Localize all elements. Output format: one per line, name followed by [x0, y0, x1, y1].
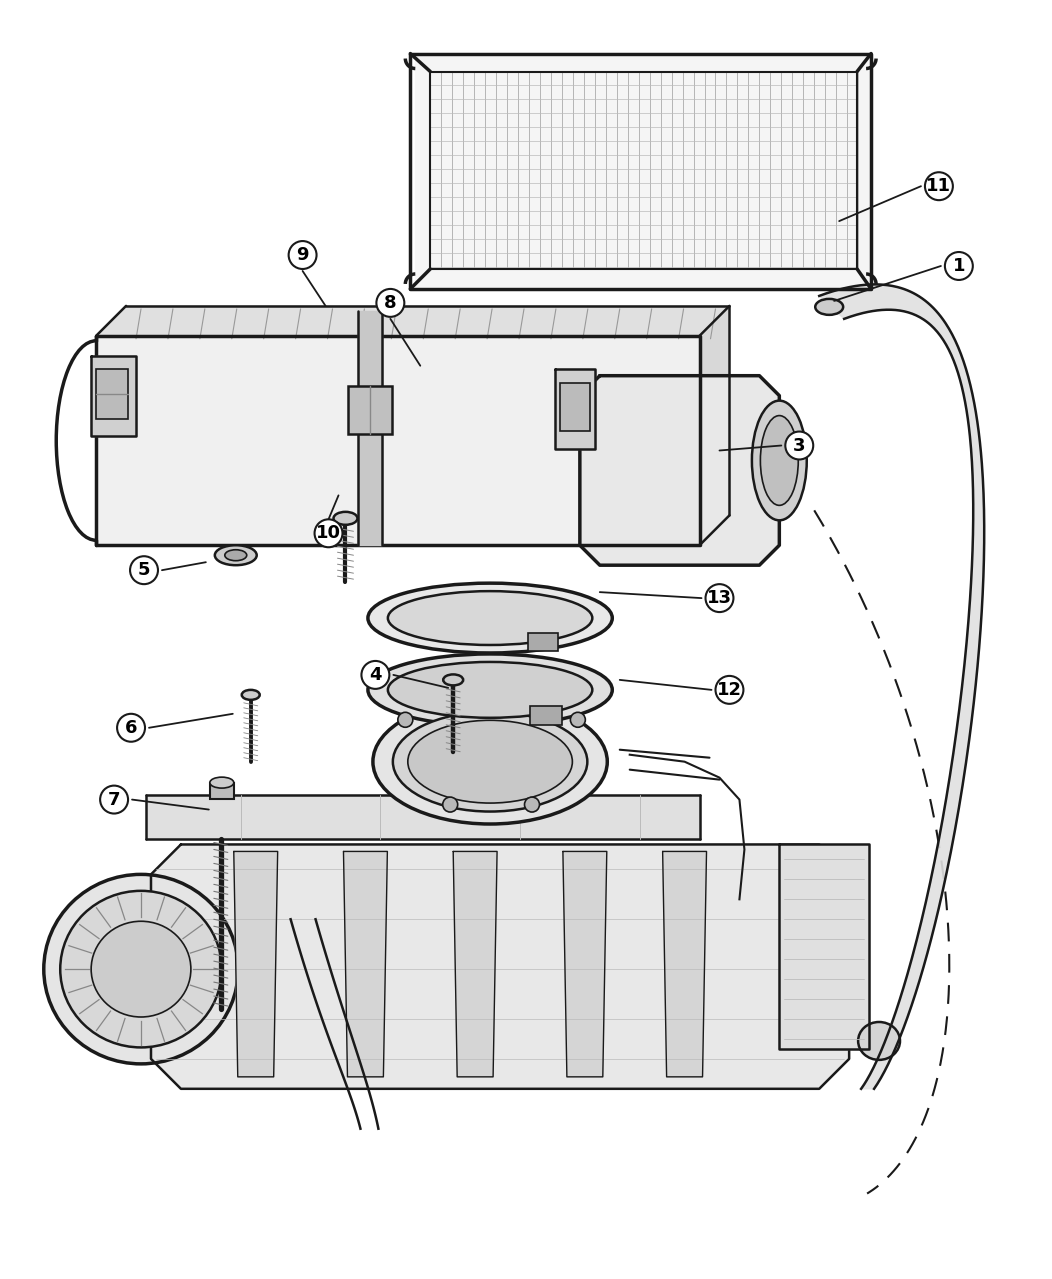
Ellipse shape: [44, 875, 238, 1064]
Text: 11: 11: [927, 178, 951, 196]
Ellipse shape: [815, 299, 843, 315]
Polygon shape: [580, 376, 780, 565]
Ellipse shape: [60, 891, 222, 1048]
Ellipse shape: [570, 712, 585, 728]
Polygon shape: [344, 852, 387, 1077]
Text: 6: 6: [125, 719, 138, 737]
Bar: [96, 368, 128, 418]
Ellipse shape: [752, 400, 807, 521]
Ellipse shape: [372, 700, 607, 824]
Text: 13: 13: [707, 590, 732, 608]
Text: 4: 4: [369, 666, 382, 684]
Circle shape: [100, 785, 128, 813]
Polygon shape: [234, 852, 278, 1077]
Bar: [209, 783, 234, 798]
Ellipse shape: [368, 654, 612, 725]
Polygon shape: [359, 311, 382, 545]
Ellipse shape: [443, 674, 463, 686]
Ellipse shape: [525, 797, 540, 812]
Polygon shape: [820, 284, 985, 1088]
Ellipse shape: [209, 778, 234, 788]
Circle shape: [362, 661, 389, 689]
Ellipse shape: [242, 689, 260, 700]
Ellipse shape: [92, 921, 190, 1017]
Polygon shape: [663, 852, 707, 1077]
Bar: [560, 382, 590, 431]
Polygon shape: [146, 794, 700, 839]
Circle shape: [117, 714, 145, 742]
Polygon shape: [96, 306, 729, 336]
Text: 1: 1: [953, 257, 965, 275]
Polygon shape: [563, 852, 607, 1077]
Polygon shape: [700, 306, 729, 545]
Bar: [348, 386, 392, 434]
Circle shape: [377, 289, 404, 317]
Polygon shape: [96, 336, 700, 545]
Ellipse shape: [225, 550, 247, 560]
Ellipse shape: [398, 712, 412, 728]
Polygon shape: [92, 356, 136, 436]
Polygon shape: [453, 852, 498, 1077]
Bar: [530, 706, 562, 725]
Polygon shape: [416, 56, 869, 286]
Text: 9: 9: [297, 246, 309, 263]
Circle shape: [706, 585, 733, 613]
Circle shape: [715, 675, 744, 703]
Text: 12: 12: [717, 680, 742, 698]
Ellipse shape: [761, 416, 798, 505]
Circle shape: [315, 519, 343, 547]
Text: 7: 7: [108, 790, 120, 808]
Polygon shape: [151, 844, 849, 1088]
Ellipse shape: [333, 512, 358, 524]
Ellipse shape: [858, 1022, 901, 1060]
Ellipse shape: [388, 591, 592, 645]
Text: 10: 10: [316, 524, 341, 542]
Circle shape: [288, 240, 317, 269]
Text: 8: 8: [384, 294, 397, 312]
Ellipse shape: [368, 583, 612, 654]
Circle shape: [785, 431, 813, 459]
Ellipse shape: [388, 663, 592, 718]
Text: 5: 5: [138, 561, 150, 579]
Ellipse shape: [443, 797, 458, 812]
Circle shape: [925, 173, 953, 200]
Ellipse shape: [215, 545, 257, 565]
Circle shape: [945, 252, 973, 280]
Text: 3: 3: [793, 436, 806, 454]
Circle shape: [130, 556, 158, 585]
Polygon shape: [780, 844, 869, 1049]
Bar: [528, 633, 558, 651]
Polygon shape: [554, 368, 594, 449]
Ellipse shape: [392, 712, 587, 812]
Ellipse shape: [408, 720, 572, 803]
